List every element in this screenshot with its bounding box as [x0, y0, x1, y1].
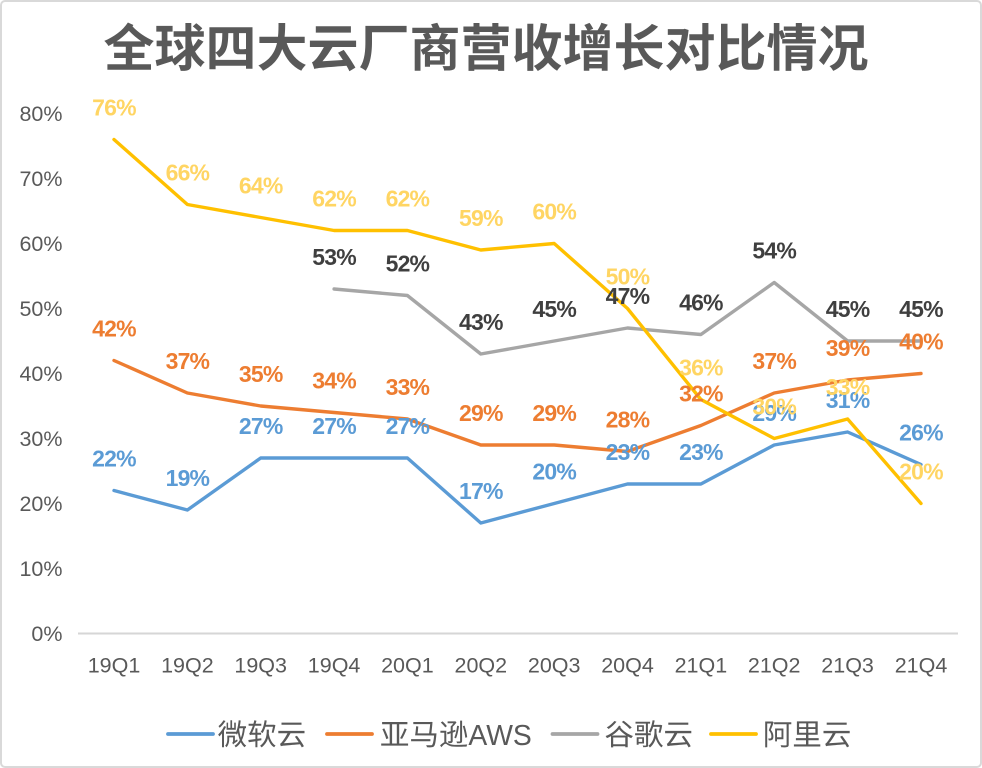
svg-text:19Q1: 19Q1: [88, 654, 141, 678]
svg-text:20Q4: 20Q4: [601, 654, 654, 678]
svg-text:59%: 59%: [459, 205, 503, 231]
svg-text:33%: 33%: [826, 374, 870, 400]
svg-text:27%: 27%: [239, 413, 283, 439]
svg-text:54%: 54%: [752, 238, 796, 264]
svg-text:45%: 45%: [826, 296, 870, 322]
svg-text:80%: 80%: [19, 102, 62, 126]
svg-text:32%: 32%: [679, 381, 723, 407]
svg-text:50%: 50%: [606, 264, 650, 290]
svg-text:70%: 70%: [19, 167, 62, 191]
svg-text:10%: 10%: [19, 557, 62, 581]
svg-text:46%: 46%: [679, 290, 723, 316]
svg-text:40%: 40%: [19, 362, 62, 386]
svg-text:39%: 39%: [826, 335, 870, 361]
svg-text:35%: 35%: [239, 361, 283, 387]
svg-text:17%: 17%: [459, 478, 503, 504]
svg-text:26%: 26%: [899, 420, 943, 446]
svg-text:76%: 76%: [92, 95, 136, 121]
svg-text:27%: 27%: [312, 413, 356, 439]
svg-text:30%: 30%: [752, 394, 796, 420]
svg-text:31%: 31%: [826, 387, 870, 413]
svg-text:43%: 43%: [459, 309, 503, 335]
svg-text:23%: 23%: [679, 439, 723, 465]
svg-text:19Q2: 19Q2: [161, 654, 214, 678]
svg-text:53%: 53%: [312, 244, 356, 270]
svg-text:33%: 33%: [386, 374, 430, 400]
svg-text:AWS: AWS: [468, 719, 531, 751]
svg-text:20%: 20%: [19, 492, 62, 516]
svg-text:60%: 60%: [532, 199, 576, 225]
svg-text:21Q4: 21Q4: [895, 654, 948, 678]
svg-text:60%: 60%: [19, 232, 62, 256]
svg-text:34%: 34%: [312, 368, 356, 394]
svg-text:64%: 64%: [239, 173, 283, 199]
svg-text:52%: 52%: [386, 251, 430, 277]
svg-text:20%: 20%: [532, 459, 576, 485]
svg-text:19Q3: 19Q3: [234, 654, 287, 678]
svg-text:27%: 27%: [386, 413, 430, 439]
svg-text:62%: 62%: [312, 186, 356, 212]
svg-text:66%: 66%: [166, 160, 210, 186]
svg-text:37%: 37%: [752, 348, 796, 374]
svg-text:42%: 42%: [92, 316, 136, 342]
svg-text:21Q3: 21Q3: [821, 654, 874, 678]
svg-text:29%: 29%: [459, 400, 503, 426]
svg-text:19Q4: 19Q4: [308, 654, 361, 678]
svg-text:29%: 29%: [532, 400, 576, 426]
svg-text:28%: 28%: [606, 407, 650, 433]
svg-text:30%: 30%: [19, 427, 62, 451]
svg-text:21Q2: 21Q2: [748, 654, 801, 678]
svg-text:22%: 22%: [92, 446, 136, 472]
svg-text:20Q2: 20Q2: [454, 654, 507, 678]
svg-text:50%: 50%: [19, 297, 62, 321]
svg-text:62%: 62%: [386, 186, 430, 212]
svg-text:37%: 37%: [166, 348, 210, 374]
svg-text:45%: 45%: [899, 296, 943, 322]
svg-text:20Q3: 20Q3: [528, 654, 581, 678]
svg-text:29%: 29%: [752, 400, 796, 426]
svg-text:20Q1: 20Q1: [381, 654, 434, 678]
svg-text:21Q1: 21Q1: [675, 654, 728, 678]
svg-text:23%: 23%: [606, 439, 650, 465]
svg-text:0%: 0%: [31, 622, 62, 646]
svg-text:45%: 45%: [532, 296, 576, 322]
svg-text:47%: 47%: [606, 283, 650, 309]
svg-text:20%: 20%: [899, 459, 943, 485]
svg-text:36%: 36%: [679, 355, 723, 381]
svg-text:19%: 19%: [166, 465, 210, 491]
svg-text:40%: 40%: [899, 329, 943, 355]
